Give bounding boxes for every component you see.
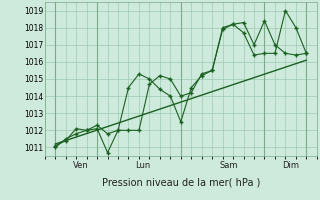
X-axis label: Pression niveau de la mer( hPa ): Pression niveau de la mer( hPa ) [102,177,260,187]
Text: Lun: Lun [135,161,151,170]
Text: Dim: Dim [282,161,299,170]
Text: Ven: Ven [73,161,88,170]
Text: Sam: Sam [219,161,238,170]
